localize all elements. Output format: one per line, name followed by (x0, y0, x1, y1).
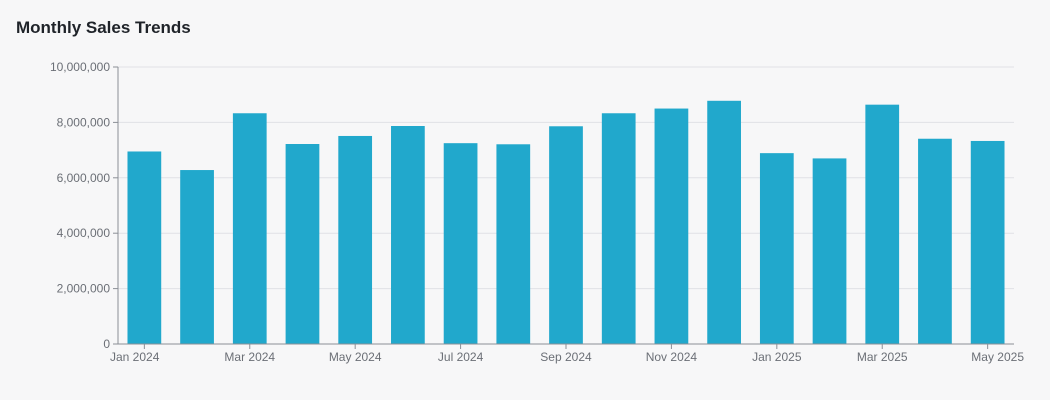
bar[interactable] (707, 100, 741, 344)
y-tick-label: 4,000,000 (57, 226, 111, 240)
bar[interactable] (391, 126, 425, 344)
bar[interactable] (443, 143, 478, 344)
x-tick-label: Jan 2024 (110, 350, 160, 364)
x-tick-label: Jul 2024 (438, 350, 484, 364)
x-tick-label: Jan 2025 (752, 350, 802, 364)
y-tick-label: 6,000,000 (57, 171, 111, 185)
bar[interactable] (285, 144, 320, 344)
y-axis-ticks: 0 2,000,000 4,000,000 6,000,000 8,000,000 10,… (50, 60, 118, 351)
bar[interactable] (654, 108, 689, 344)
bar[interactable] (180, 170, 214, 344)
x-tick-label: Sep 2024 (540, 350, 592, 364)
x-tick-label: May 2025 (971, 350, 1024, 364)
x-tick-label: May 2024 (329, 350, 382, 364)
x-tick-label: Mar 2025 (857, 350, 908, 364)
x-tick-label: Mar 2024 (224, 350, 275, 364)
bar[interactable] (759, 153, 794, 344)
bar[interactable] (232, 113, 267, 344)
bar[interactable] (970, 140, 1005, 344)
y-tick-label: 2,000,000 (57, 282, 111, 296)
bar[interactable] (549, 126, 583, 344)
y-tick-label: 10,000,000 (50, 60, 110, 74)
x-tick-label: Nov 2024 (646, 350, 698, 364)
bar[interactable] (127, 151, 162, 344)
bar[interactable] (496, 144, 531, 344)
bar[interactable] (812, 158, 847, 344)
bar[interactable] (865, 104, 900, 344)
bars (127, 100, 1005, 344)
y-tick-label: 8,000,000 (57, 115, 111, 129)
bar[interactable] (338, 135, 373, 344)
bar[interactable] (918, 138, 952, 344)
y-tick-label: 0 (103, 337, 110, 351)
chart-title: Monthly Sales Trends (16, 18, 191, 37)
bar[interactable] (601, 113, 636, 344)
x-axis-ticks: Jan 2024 Mar 2024 May 2024 Jul 2024 Sep 2024… (110, 344, 1024, 364)
